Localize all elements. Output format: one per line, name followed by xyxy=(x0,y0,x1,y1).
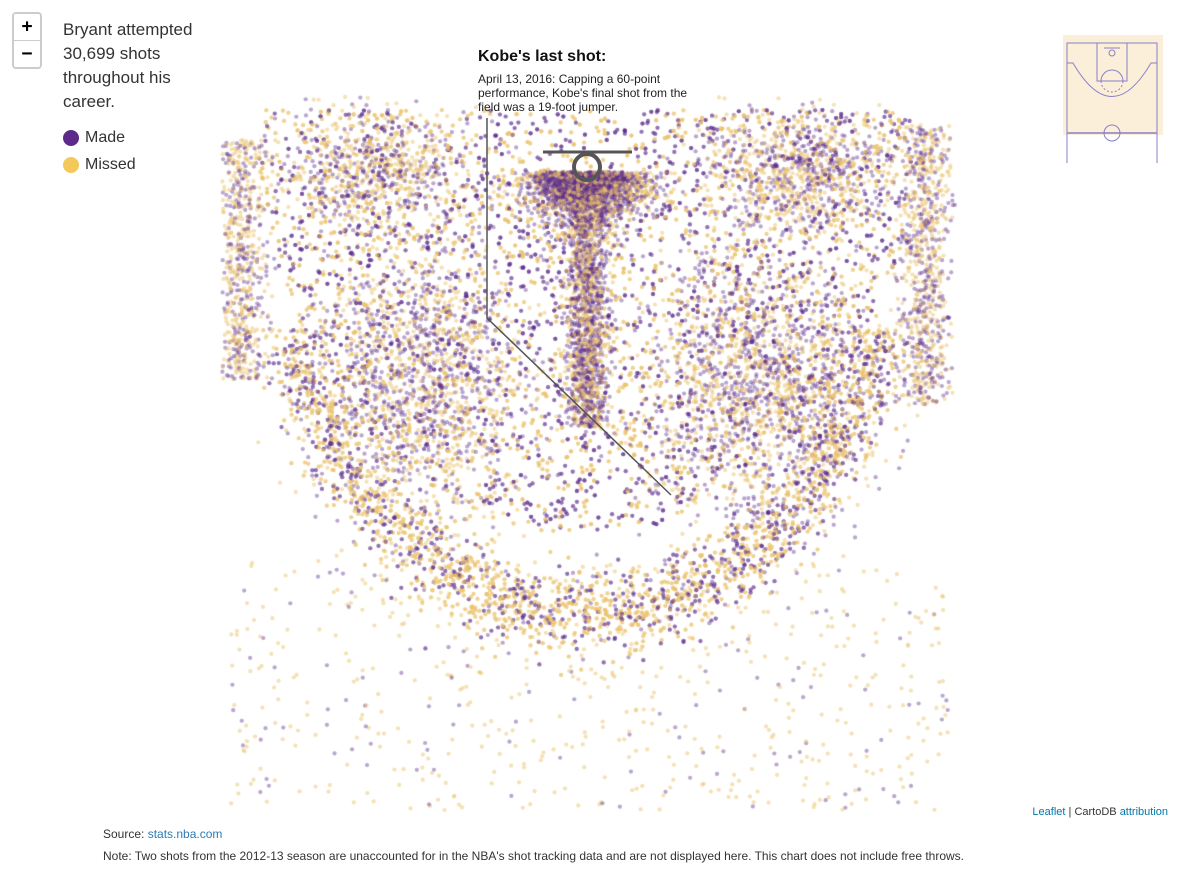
legend-missed-label: Missed xyxy=(85,155,136,173)
annotation-title: Kobe's last shot: xyxy=(478,48,607,65)
attribution-separator: | xyxy=(1065,806,1075,818)
zoom-control: + − xyxy=(12,12,42,69)
missed-swatch-icon xyxy=(63,156,79,173)
attribution-link[interactable]: attribution xyxy=(1119,806,1168,818)
legend-item-made: Made xyxy=(63,124,136,151)
zoom-in-button[interactable]: + xyxy=(14,14,40,41)
court-minimap[interactable] xyxy=(1063,35,1163,163)
leaflet-link[interactable]: Leaflet xyxy=(1032,806,1066,818)
map-overlay xyxy=(486,118,672,496)
intro-text: Bryant attempted 30,699 shots throughout… xyxy=(63,20,193,111)
cartodb-label: CartoDB xyxy=(1074,806,1117,818)
zoom-out-button[interactable]: − xyxy=(14,41,40,67)
source-label: Source: xyxy=(103,827,148,841)
legend-made-label: Made xyxy=(85,128,126,146)
legend-item-missed: Missed xyxy=(63,151,136,178)
made-swatch-icon xyxy=(63,129,79,146)
hoop-rim xyxy=(572,152,602,182)
footnote: Note: Two shots from the 2012-13 season … xyxy=(103,849,965,863)
shot-dots-layer xyxy=(0,0,1199,825)
source-link[interactable]: stats.nba.com xyxy=(147,827,223,841)
shot-map[interactable] xyxy=(0,0,1199,825)
last-shot-leader-line xyxy=(486,118,672,496)
annotation-text: April 13, 2016: Capping a 60-point perfo… xyxy=(478,72,688,114)
legend: Made Missed xyxy=(63,124,136,178)
map-attribution: Leaflet | CartoDB attribution xyxy=(1032,806,1168,818)
source-line: Source: stats.nba.com xyxy=(103,827,222,841)
